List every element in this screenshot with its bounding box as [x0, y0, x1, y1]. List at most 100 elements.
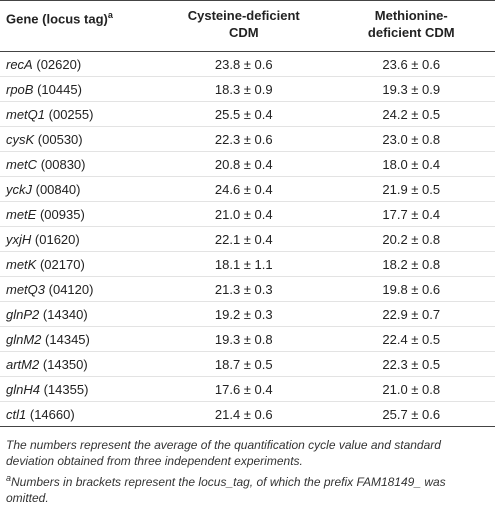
locus-tag: (00935) — [40, 207, 85, 222]
cys-value: 21.4 ± 0.6 — [160, 402, 328, 427]
gene-cell: metC (00830) — [0, 152, 160, 177]
header-cell: Gene (locus tag)a — [0, 1, 160, 52]
cys-value: 17.6 ± 0.4 — [160, 377, 328, 402]
locus-tag: (00840) — [36, 182, 81, 197]
locus-tag: (14660) — [30, 407, 75, 422]
cys-value: 18.7 ± 0.5 — [160, 352, 328, 377]
gene-cell: ctl1 (14660) — [0, 402, 160, 427]
gene-name: metQ3 — [6, 282, 45, 297]
gene-cell: recA (02620) — [0, 52, 160, 77]
gene-name: metC — [6, 157, 37, 172]
header-cys: Cysteine-deficient CDM — [184, 7, 304, 41]
met-value: 17.7 ± 0.4 — [328, 202, 495, 227]
cys-value: 21.0 ± 0.4 — [160, 202, 328, 227]
met-value: 25.7 ± 0.6 — [328, 402, 495, 427]
cys-value: 22.1 ± 0.4 — [160, 227, 328, 252]
cys-value: 18.1 ± 1.1 — [160, 252, 328, 277]
cys-value: 21.3 ± 0.3 — [160, 277, 328, 302]
met-value: 19.8 ± 0.6 — [328, 277, 495, 302]
gene-name: cysK — [6, 132, 34, 147]
header-cell: Methionine-deficient CDM — [328, 1, 495, 52]
gene-name: ctl1 — [6, 407, 26, 422]
locus-tag: (14340) — [43, 307, 88, 322]
locus-tag: (14345) — [45, 332, 90, 347]
gene-cell: metK (02170) — [0, 252, 160, 277]
gene-name: recA — [6, 57, 33, 72]
cys-value: 20.8 ± 0.4 — [160, 152, 328, 177]
gene-cell: glnH4 (14355) — [0, 377, 160, 402]
locus-tag: (02620) — [36, 57, 81, 72]
met-value: 22.4 ± 0.5 — [328, 327, 495, 352]
cys-value: 23.8 ± 0.6 — [160, 52, 328, 77]
met-value: 24.2 ± 0.5 — [328, 102, 495, 127]
met-value: 18.2 ± 0.8 — [328, 252, 495, 277]
met-value: 23.6 ± 0.6 — [328, 52, 495, 77]
met-value: 23.0 ± 0.8 — [328, 127, 495, 152]
header-gene: Gene (locus tag) — [6, 11, 108, 26]
gene-name: metE — [6, 207, 36, 222]
cys-value: 24.6 ± 0.4 — [160, 177, 328, 202]
gene-cell: glnM2 (14345) — [0, 327, 160, 352]
met-value: 19.3 ± 0.9 — [328, 77, 495, 102]
locus-tag: (10445) — [37, 82, 82, 97]
gene-cell: metQ1 (00255) — [0, 102, 160, 127]
header-met: Methionine-deficient CDM — [351, 7, 471, 41]
locus-tag: (02170) — [40, 257, 85, 272]
gene-cell: metE (00935) — [0, 202, 160, 227]
gene-name: rpoB — [6, 82, 33, 97]
cys-value: 19.3 ± 0.8 — [160, 327, 328, 352]
met-value: 20.2 ± 0.8 — [328, 227, 495, 252]
gene-cell: yxjH (01620) — [0, 227, 160, 252]
met-value: 21.9 ± 0.5 — [328, 177, 495, 202]
gene-name: glnP2 — [6, 307, 39, 322]
header-row: Gene (locus tag)a Cysteine-deficient CDM… — [0, 1, 495, 52]
gene-name: metQ1 — [6, 107, 45, 122]
gene-name: glnM2 — [6, 332, 41, 347]
cys-value: 19.2 ± 0.3 — [160, 302, 328, 327]
locus-tag: (04120) — [49, 282, 94, 297]
gene-name: yxjH — [6, 232, 31, 247]
met-value: 18.0 ± 0.4 — [328, 152, 495, 177]
met-value: 22.3 ± 0.5 — [328, 352, 495, 377]
gene-cell: metQ3 (04120) — [0, 277, 160, 302]
locus-tag: (01620) — [35, 232, 80, 247]
footnote: The numbers represent the average of the… — [6, 437, 490, 469]
gene-cell: artM2 (14350) — [0, 352, 160, 377]
gene-name: glnH4 — [6, 382, 40, 397]
gene-name: metK — [6, 257, 36, 272]
cys-value: 25.5 ± 0.4 — [160, 102, 328, 127]
header-cell: Cysteine-deficient CDM — [160, 1, 328, 52]
footnote-mark: a — [108, 10, 113, 20]
locus-tag: (14355) — [44, 382, 89, 397]
met-value: 21.0 ± 0.8 — [328, 377, 495, 402]
locus-tag: (00255) — [49, 107, 94, 122]
cys-value: 18.3 ± 0.9 — [160, 77, 328, 102]
gene-cell: glnP2 (14340) — [0, 302, 160, 327]
cys-value: 22.3 ± 0.6 — [160, 127, 328, 152]
data-table: Gene (locus tag)a Cysteine-deficient CDM… — [0, 0, 495, 427]
locus-tag: (00830) — [41, 157, 86, 172]
gene-cell: yckJ (00840) — [0, 177, 160, 202]
gene-cell: rpoB (10445) — [0, 77, 160, 102]
gene-name: yckJ — [6, 182, 32, 197]
gene-cell: cysK (00530) — [0, 127, 160, 152]
locus-tag: (00530) — [38, 132, 83, 147]
locus-tag: (14350) — [43, 357, 88, 372]
gene-name: artM2 — [6, 357, 39, 372]
